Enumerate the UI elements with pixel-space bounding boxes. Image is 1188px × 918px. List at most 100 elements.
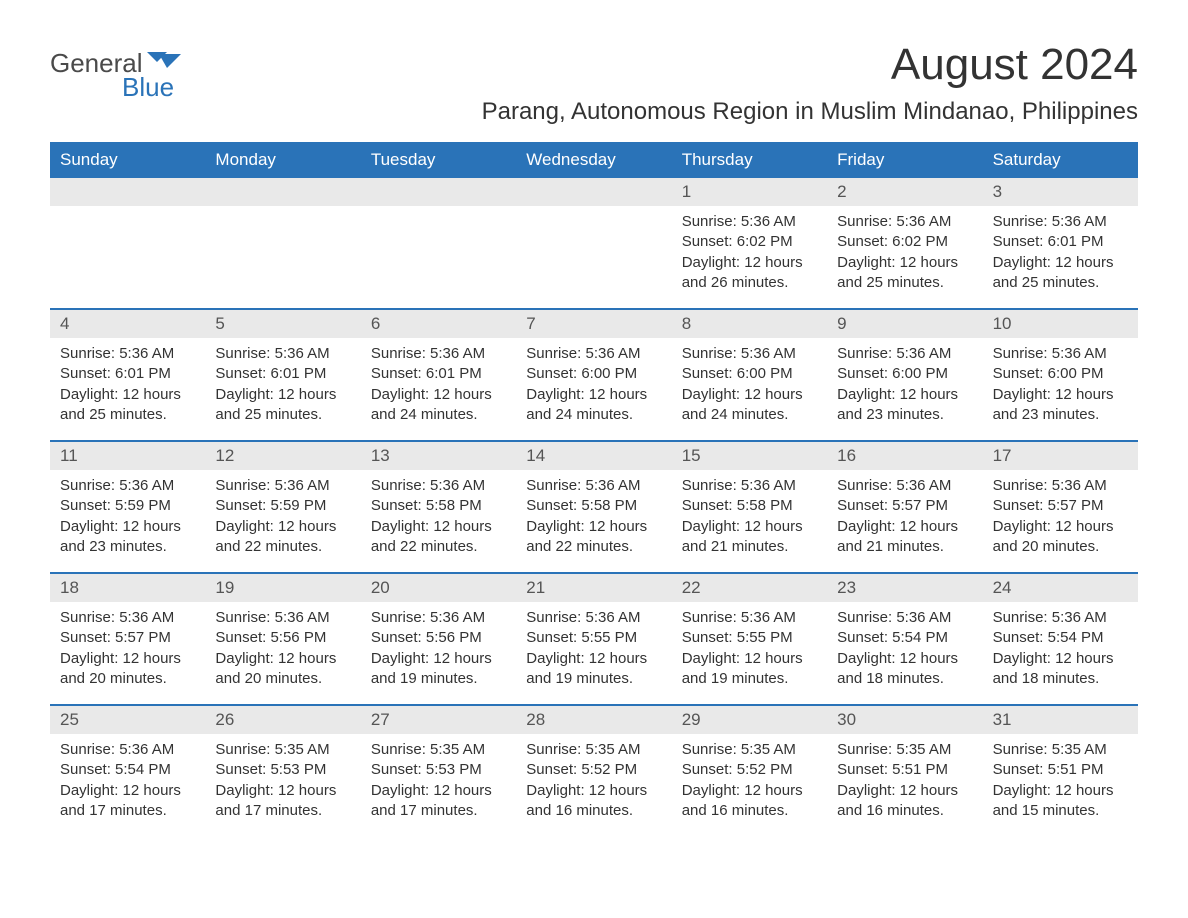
day-number: 30 — [827, 706, 982, 734]
sunrise-text: Sunrise: 5:36 AM — [371, 476, 506, 496]
daylight-text: Daylight: 12 hours and 20 minutes. — [60, 649, 195, 690]
daylight-text: Daylight: 12 hours and 19 minutes. — [371, 649, 506, 690]
sunset-text: Sunset: 5:52 PM — [682, 760, 817, 780]
calendar-day: 11Sunrise: 5:36 AMSunset: 5:59 PMDayligh… — [50, 442, 205, 572]
day-number: 16 — [827, 442, 982, 470]
day-details: Sunrise: 5:36 AMSunset: 5:59 PMDaylight:… — [205, 470, 360, 567]
day-number: 15 — [672, 442, 827, 470]
sunset-text: Sunset: 5:55 PM — [682, 628, 817, 648]
day-details: Sunrise: 5:36 AMSunset: 5:58 PMDaylight:… — [361, 470, 516, 567]
day-header: Friday — [827, 142, 982, 178]
daylight-text: Daylight: 12 hours and 24 minutes. — [371, 385, 506, 426]
calendar-week: 4Sunrise: 5:36 AMSunset: 6:01 PMDaylight… — [50, 308, 1138, 440]
sunset-text: Sunset: 5:54 PM — [993, 628, 1128, 648]
sunrise-text: Sunrise: 5:36 AM — [993, 476, 1128, 496]
daylight-text: Daylight: 12 hours and 17 minutes. — [371, 781, 506, 822]
sunset-text: Sunset: 5:54 PM — [60, 760, 195, 780]
day-details: Sunrise: 5:36 AMSunset: 5:59 PMDaylight:… — [50, 470, 205, 567]
day-number: 5 — [205, 310, 360, 338]
daylight-text: Daylight: 12 hours and 22 minutes. — [526, 517, 661, 558]
daylight-text: Daylight: 12 hours and 16 minutes. — [682, 781, 817, 822]
day-number: 8 — [672, 310, 827, 338]
sunrise-text: Sunrise: 5:36 AM — [526, 344, 661, 364]
daylight-text: Daylight: 12 hours and 15 minutes. — [993, 781, 1128, 822]
calendar-day: 12Sunrise: 5:36 AMSunset: 5:59 PMDayligh… — [205, 442, 360, 572]
calendar-day: 15Sunrise: 5:36 AMSunset: 5:58 PMDayligh… — [672, 442, 827, 572]
day-details: Sunrise: 5:35 AMSunset: 5:53 PMDaylight:… — [205, 734, 360, 831]
daylight-text: Daylight: 12 hours and 17 minutes. — [215, 781, 350, 822]
title-block: August 2024 Parang, Autonomous Region in… — [482, 40, 1138, 126]
calendar-day: 14Sunrise: 5:36 AMSunset: 5:58 PMDayligh… — [516, 442, 671, 572]
sunrise-text: Sunrise: 5:36 AM — [60, 344, 195, 364]
sunset-text: Sunset: 5:58 PM — [371, 496, 506, 516]
day-number: 14 — [516, 442, 671, 470]
calendar-week: 18Sunrise: 5:36 AMSunset: 5:57 PMDayligh… — [50, 572, 1138, 704]
logo: General Blue — [50, 40, 181, 103]
day-details: Sunrise: 5:36 AMSunset: 5:57 PMDaylight:… — [983, 470, 1138, 567]
daylight-text: Daylight: 12 hours and 19 minutes. — [526, 649, 661, 690]
daylight-text: Daylight: 12 hours and 16 minutes. — [526, 781, 661, 822]
daylight-text: Daylight: 12 hours and 26 minutes. — [682, 253, 817, 294]
sunrise-text: Sunrise: 5:35 AM — [371, 740, 506, 760]
calendar-day: 6Sunrise: 5:36 AMSunset: 6:01 PMDaylight… — [361, 310, 516, 440]
day-details: Sunrise: 5:36 AMSunset: 5:56 PMDaylight:… — [205, 602, 360, 699]
sunset-text: Sunset: 6:00 PM — [526, 364, 661, 384]
day-number — [50, 178, 205, 206]
day-details: Sunrise: 5:36 AMSunset: 6:01 PMDaylight:… — [983, 206, 1138, 303]
day-number: 2 — [827, 178, 982, 206]
sunrise-text: Sunrise: 5:36 AM — [371, 344, 506, 364]
sunset-text: Sunset: 6:02 PM — [682, 232, 817, 252]
day-details: Sunrise: 5:36 AMSunset: 6:01 PMDaylight:… — [361, 338, 516, 435]
sunset-text: Sunset: 5:56 PM — [371, 628, 506, 648]
day-number: 31 — [983, 706, 1138, 734]
sunset-text: Sunset: 6:01 PM — [993, 232, 1128, 252]
day-number: 3 — [983, 178, 1138, 206]
day-number: 29 — [672, 706, 827, 734]
sunrise-text: Sunrise: 5:36 AM — [837, 344, 972, 364]
day-details: Sunrise: 5:36 AMSunset: 6:02 PMDaylight:… — [827, 206, 982, 303]
sunrise-text: Sunrise: 5:36 AM — [60, 740, 195, 760]
day-number — [361, 178, 516, 206]
day-number: 6 — [361, 310, 516, 338]
day-details: Sunrise: 5:35 AMSunset: 5:51 PMDaylight:… — [983, 734, 1138, 831]
daylight-text: Daylight: 12 hours and 25 minutes. — [215, 385, 350, 426]
sunset-text: Sunset: 6:01 PM — [371, 364, 506, 384]
day-number — [516, 178, 671, 206]
sunrise-text: Sunrise: 5:36 AM — [993, 608, 1128, 628]
day-number: 1 — [672, 178, 827, 206]
calendar-day: 3Sunrise: 5:36 AMSunset: 6:01 PMDaylight… — [983, 178, 1138, 308]
day-details: Sunrise: 5:36 AMSunset: 6:02 PMDaylight:… — [672, 206, 827, 303]
day-number: 18 — [50, 574, 205, 602]
calendar-day — [361, 178, 516, 308]
calendar-day — [205, 178, 360, 308]
day-details: Sunrise: 5:36 AMSunset: 6:01 PMDaylight:… — [50, 338, 205, 435]
sunrise-text: Sunrise: 5:36 AM — [215, 608, 350, 628]
sunset-text: Sunset: 5:59 PM — [60, 496, 195, 516]
day-number: 20 — [361, 574, 516, 602]
day-number: 17 — [983, 442, 1138, 470]
day-details: Sunrise: 5:36 AMSunset: 6:00 PMDaylight:… — [516, 338, 671, 435]
calendar-day: 7Sunrise: 5:36 AMSunset: 6:00 PMDaylight… — [516, 310, 671, 440]
day-number: 12 — [205, 442, 360, 470]
day-number: 21 — [516, 574, 671, 602]
sunrise-text: Sunrise: 5:36 AM — [215, 476, 350, 496]
calendar-day: 1Sunrise: 5:36 AMSunset: 6:02 PMDaylight… — [672, 178, 827, 308]
day-details: Sunrise: 5:35 AMSunset: 5:53 PMDaylight:… — [361, 734, 516, 831]
day-details: Sunrise: 5:36 AMSunset: 5:58 PMDaylight:… — [672, 470, 827, 567]
sunrise-text: Sunrise: 5:36 AM — [993, 212, 1128, 232]
day-details: Sunrise: 5:36 AMSunset: 5:54 PMDaylight:… — [50, 734, 205, 831]
day-number: 24 — [983, 574, 1138, 602]
calendar-day: 20Sunrise: 5:36 AMSunset: 5:56 PMDayligh… — [361, 574, 516, 704]
day-number: 10 — [983, 310, 1138, 338]
daylight-text: Daylight: 12 hours and 23 minutes. — [993, 385, 1128, 426]
calendar-day: 2Sunrise: 5:36 AMSunset: 6:02 PMDaylight… — [827, 178, 982, 308]
sunset-text: Sunset: 5:51 PM — [993, 760, 1128, 780]
daylight-text: Daylight: 12 hours and 16 minutes. — [837, 781, 972, 822]
sunrise-text: Sunrise: 5:36 AM — [837, 476, 972, 496]
sunrise-text: Sunrise: 5:35 AM — [837, 740, 972, 760]
calendar-day: 4Sunrise: 5:36 AMSunset: 6:01 PMDaylight… — [50, 310, 205, 440]
calendar-day: 25Sunrise: 5:36 AMSunset: 5:54 PMDayligh… — [50, 706, 205, 836]
daylight-text: Daylight: 12 hours and 19 minutes. — [682, 649, 817, 690]
sunset-text: Sunset: 6:00 PM — [993, 364, 1128, 384]
sunset-text: Sunset: 5:51 PM — [837, 760, 972, 780]
